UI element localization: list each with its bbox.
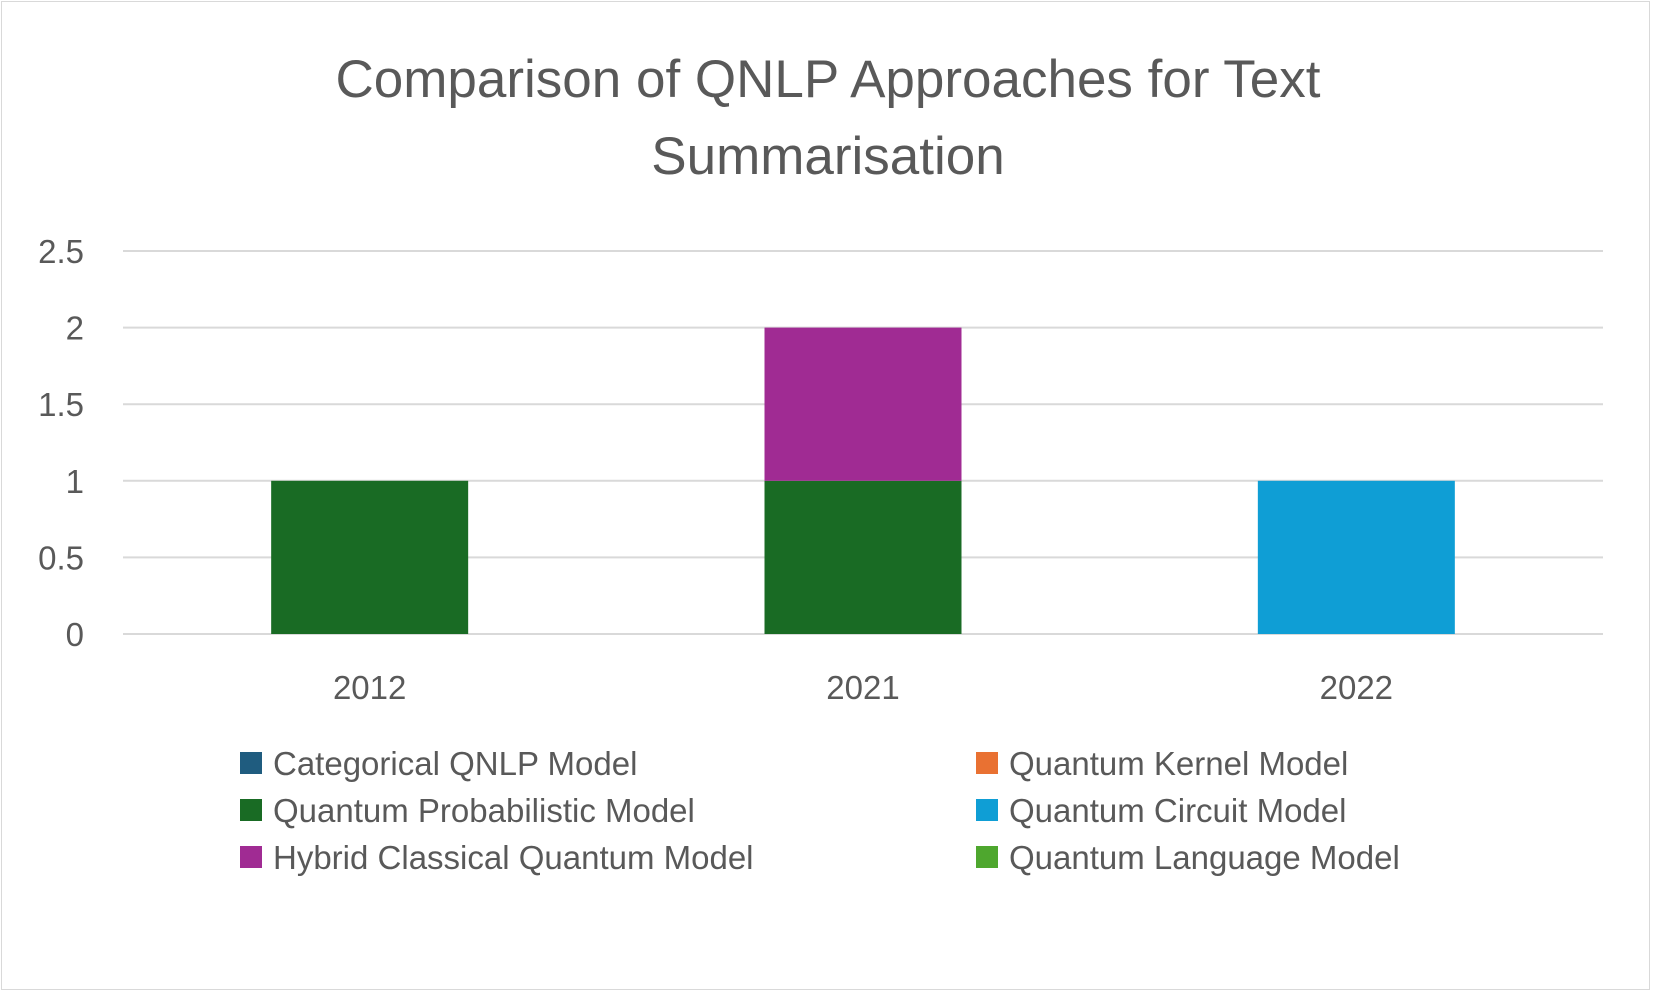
- bar-2021-series-4: [764, 327, 962, 481]
- legend-label: Hybrid Classical Quantum Model: [273, 839, 754, 876]
- legend-swatch: [976, 752, 998, 774]
- legend-label: Quantum Circuit Model: [1009, 792, 1346, 829]
- x-tick-label: 2021: [826, 669, 899, 706]
- y-tick-label: 1.5: [38, 386, 84, 423]
- y-tick-label: 2.5: [38, 233, 84, 270]
- y-tick-label: 2: [66, 310, 84, 347]
- legend-label: Categorical QNLP Model: [273, 745, 637, 782]
- chart-title-line-2: Summarisation: [651, 127, 1004, 186]
- bars: [271, 327, 1455, 634]
- y-tick-label: 0: [66, 616, 84, 653]
- legend-swatch: [976, 846, 998, 868]
- legend-label: Quantum Language Model: [1009, 839, 1400, 876]
- bar-2022-series-3: [1257, 480, 1455, 634]
- x-tick-label: 2022: [1320, 669, 1393, 706]
- legend: Categorical QNLP Model Quantum Kernel Mod…: [240, 745, 1400, 876]
- legend-swatch: [240, 846, 262, 868]
- chart-title-line-1: Comparison of QNLP Approaches for Text: [336, 50, 1321, 109]
- bar-2012-series-2: [271, 480, 469, 634]
- y-tick-label: 0.5: [38, 539, 84, 576]
- bar-2021-series-2: [764, 480, 962, 634]
- legend-label: Quantum Kernel Model: [1009, 745, 1348, 782]
- y-tick-label: 1: [66, 463, 84, 500]
- legend-swatch: [976, 799, 998, 821]
- legend-swatch: [240, 799, 262, 821]
- legend-label: Quantum Probabilistic Model: [273, 792, 695, 829]
- y-axis: 0 0.5 1 1.5 2 2.5: [38, 233, 84, 653]
- legend-swatch: [240, 752, 262, 774]
- x-axis: 2012 2021 2022: [333, 669, 1393, 706]
- x-tick-label: 2012: [333, 669, 406, 706]
